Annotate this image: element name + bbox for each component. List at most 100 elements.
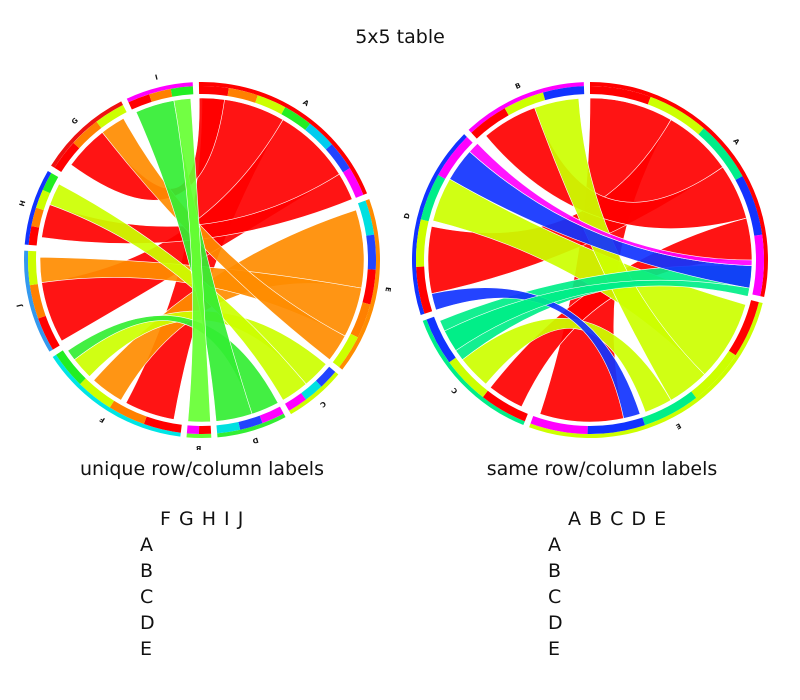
segment-label: C <box>450 386 459 395</box>
segment-composition-band <box>647 96 704 135</box>
segment-composition-band <box>36 189 51 211</box>
segment-composition-band <box>357 200 375 236</box>
segment-composition-band <box>54 142 80 173</box>
segment-composition-band <box>350 302 371 338</box>
segment-composition-band <box>315 366 336 387</box>
segment-arc <box>51 101 124 168</box>
segment-composition-band <box>143 416 182 433</box>
segment-composition-band <box>259 406 284 424</box>
segment-arc <box>339 199 380 370</box>
segment-composition-band <box>301 380 322 400</box>
segment-label: I <box>154 73 158 81</box>
chord-ribbon <box>173 98 211 423</box>
segment-arc <box>198 82 368 195</box>
chord-ribbon <box>469 143 753 266</box>
segment-composition-band <box>31 207 44 228</box>
segment-label: E <box>674 421 682 430</box>
segment-composition-band <box>281 107 311 130</box>
right-table: A B C D E A B C D E <box>548 506 667 662</box>
left-table-row-label: E <box>140 638 153 660</box>
left-table-row-label: D <box>140 612 155 634</box>
left-table-row-label: B <box>140 560 154 582</box>
segment-composition-band <box>416 219 429 267</box>
segment-arc <box>217 413 286 438</box>
inner-ring-separator <box>426 96 754 424</box>
page-title: 5x5 table <box>355 26 445 48</box>
segment-arc <box>126 82 193 103</box>
segment-composition-band <box>305 123 332 150</box>
segment-label: J <box>15 303 24 308</box>
chord-ribbon <box>534 98 705 401</box>
chord-ribbon <box>461 317 672 413</box>
segment-composition-band <box>698 128 743 181</box>
segment-composition-band <box>198 425 212 435</box>
left-table-row-label: C <box>140 586 154 608</box>
segment-composition-band <box>149 88 173 102</box>
segment-composition-band <box>590 86 651 105</box>
segment-composition-band <box>285 393 306 411</box>
segment-composition-band <box>642 391 697 426</box>
chord-ribbon <box>431 287 641 419</box>
segment-label: A <box>301 98 310 108</box>
segment-composition-band <box>255 95 286 115</box>
segment-label: H <box>18 199 27 207</box>
right-table-row-label: D <box>548 612 563 634</box>
right-table-row-label: C <box>548 586 562 608</box>
segment-arc <box>412 134 467 316</box>
segment-label: D <box>251 436 259 445</box>
segment-composition-band <box>216 421 241 434</box>
segment-composition-band <box>73 121 102 149</box>
left-table-column-headers: F G H I J <box>160 508 245 530</box>
segment-label: E <box>383 286 392 292</box>
chord-ribbon <box>101 117 346 361</box>
segment-composition-band <box>238 415 263 430</box>
left-chord-diagram: A E C D B F J H G I <box>15 73 392 450</box>
right-table-column-headers: A B C D E <box>568 508 668 530</box>
segment-composition-band <box>109 400 147 425</box>
segment-label: F <box>98 415 106 424</box>
segment-composition-band <box>420 174 446 222</box>
segment-composition-band <box>543 86 585 101</box>
segment-composition-band <box>362 269 376 305</box>
segment-arc <box>289 371 339 415</box>
segment-composition-band <box>28 226 40 246</box>
segment-composition-band <box>325 144 350 173</box>
segment-composition-band <box>728 300 759 356</box>
right-chord-diagram: A E C D B <box>403 82 768 439</box>
segment-composition-band <box>449 357 488 398</box>
segment-composition-band <box>170 86 194 97</box>
left-table-row-label: A <box>140 534 153 556</box>
segment-composition-band <box>530 415 588 434</box>
segment-label: B <box>514 82 522 91</box>
segment-arc <box>24 250 53 352</box>
segment-composition-band <box>128 94 152 110</box>
segment-label: G <box>70 116 80 126</box>
segment-composition-band <box>416 266 433 314</box>
segment-composition-band <box>332 333 358 368</box>
segment-composition-band <box>438 136 473 179</box>
segment-composition-band <box>426 316 456 363</box>
segment-composition-band <box>342 168 364 198</box>
segment-composition-band <box>42 173 59 194</box>
chord-ribbon <box>443 279 750 352</box>
segment-composition-band <box>38 315 60 350</box>
segment-composition-band <box>56 350 86 385</box>
segment-label: B <box>196 444 201 450</box>
segment-composition-band <box>471 108 509 139</box>
right-table-row-label: E <box>548 638 561 660</box>
segment-arc <box>186 433 212 439</box>
segment-composition-band <box>28 250 38 286</box>
segment-composition-band <box>504 92 546 116</box>
left-table: F G H I J A B C D E <box>140 506 244 662</box>
segment-composition-band <box>80 378 115 408</box>
right-caption: same row/column labels <box>486 458 718 480</box>
segment-composition-band <box>186 425 200 434</box>
segment-composition-band <box>96 104 127 129</box>
segment-composition-band <box>691 350 736 398</box>
inner-ring-separator <box>38 96 366 424</box>
segment-composition-band <box>29 284 46 319</box>
segment-label: A <box>731 137 741 147</box>
segment-arc <box>24 171 52 245</box>
segment-composition-band <box>366 234 376 270</box>
segment-composition-band <box>752 234 764 297</box>
